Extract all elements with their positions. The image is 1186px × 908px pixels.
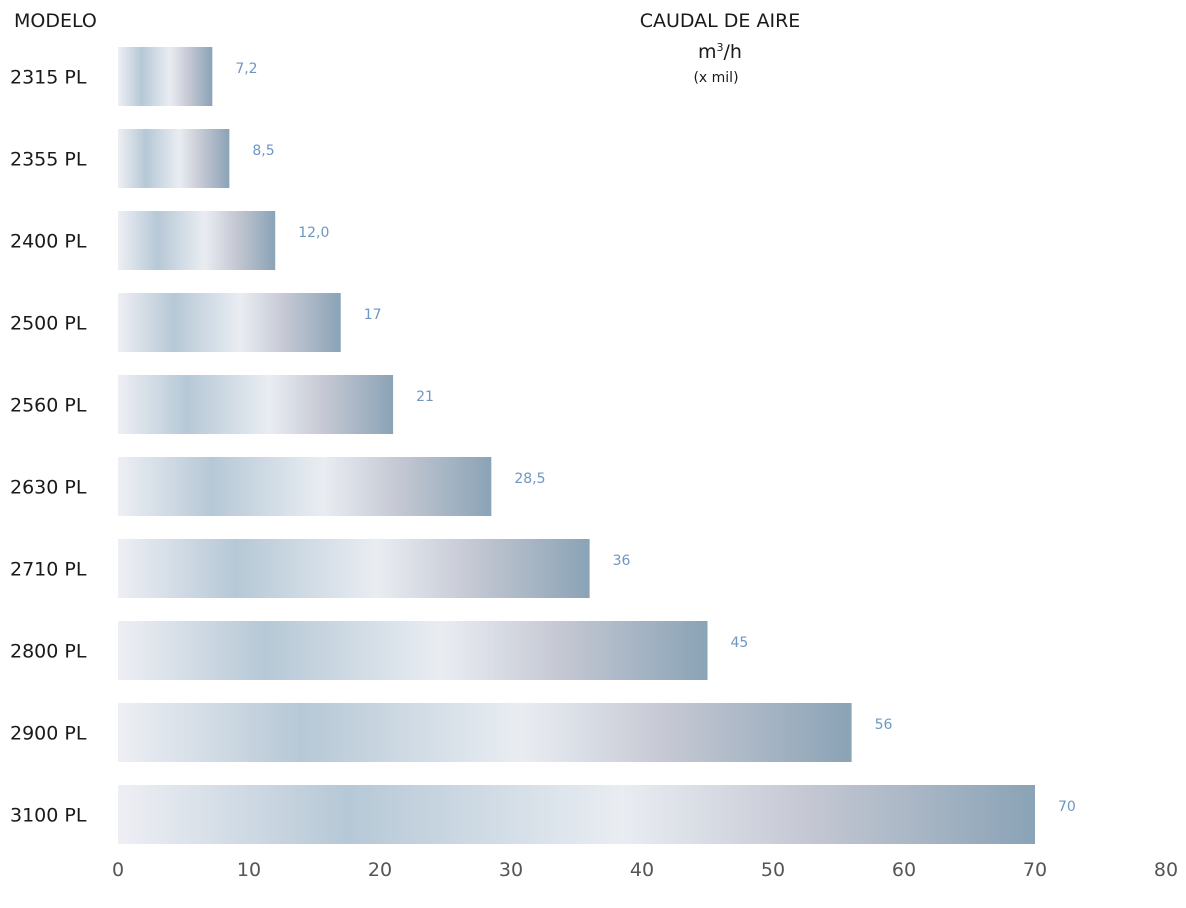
value-label: 12,0 bbox=[298, 225, 329, 241]
bar bbox=[118, 129, 230, 188]
value-label: 8,5 bbox=[252, 143, 274, 159]
category-label: 3100 PL bbox=[10, 805, 87, 827]
bar bbox=[118, 539, 590, 598]
x-tick-label: 10 bbox=[237, 859, 261, 881]
value-label: 56 bbox=[875, 717, 893, 733]
category-label: 2630 PL bbox=[10, 477, 87, 499]
bar bbox=[118, 457, 492, 516]
category-label: 2315 PL bbox=[10, 67, 87, 89]
chart-title: CAUDAL DE AIRE bbox=[640, 10, 801, 32]
value-label: 17 bbox=[364, 307, 382, 323]
bar bbox=[118, 703, 852, 762]
x-tick-label: 30 bbox=[499, 859, 523, 881]
value-label: 45 bbox=[731, 635, 749, 651]
category-label: 2800 PL bbox=[10, 641, 87, 663]
category-label: 2400 PL bbox=[10, 231, 87, 253]
x-tick-label: 50 bbox=[761, 859, 785, 881]
bars-group bbox=[118, 47, 1035, 844]
value-label: 21 bbox=[416, 389, 434, 405]
category-label: 2560 PL bbox=[10, 395, 87, 417]
bar bbox=[118, 47, 213, 106]
bar bbox=[118, 293, 341, 352]
value-label: 70 bbox=[1058, 799, 1076, 815]
value-label: 7,2 bbox=[235, 61, 257, 77]
category-label: 2500 PL bbox=[10, 313, 87, 335]
bar bbox=[118, 375, 394, 434]
value-labels-group: 7,2 8,5 12,0 17 21 28,5 36 45 56 70 bbox=[235, 61, 1076, 815]
category-label: 2900 PL bbox=[10, 723, 87, 745]
bar bbox=[118, 211, 276, 270]
x-tick-label: 60 bbox=[892, 859, 916, 881]
category-label: 2710 PL bbox=[10, 559, 87, 581]
x-tick-label: 40 bbox=[630, 859, 654, 881]
x-tick-label: 20 bbox=[368, 859, 392, 881]
unit-main: m bbox=[698, 41, 717, 63]
unit-label: m3/h bbox=[698, 41, 742, 63]
unit-tail: /h bbox=[724, 41, 742, 63]
category-label: 2355 PL bbox=[10, 149, 87, 171]
value-label: 28,5 bbox=[514, 471, 545, 487]
bar bbox=[118, 621, 708, 680]
category-axis-title: MODELO bbox=[14, 10, 97, 32]
unit-note: (x mil) bbox=[693, 70, 738, 86]
x-axis-ticks-group: 0 10 20 30 40 50 60 70 80 bbox=[112, 859, 1178, 881]
category-labels-group: 2315 PL 2355 PL 2400 PL 2500 PL 2560 PL 2630 … bbox=[10, 67, 87, 827]
x-tick-label: 80 bbox=[1154, 859, 1178, 881]
x-tick-label: 70 bbox=[1023, 859, 1047, 881]
bar bbox=[118, 785, 1035, 844]
unit-superscript: 3 bbox=[717, 41, 724, 54]
value-label: 36 bbox=[613, 553, 631, 569]
x-tick-label: 0 bbox=[112, 859, 124, 881]
